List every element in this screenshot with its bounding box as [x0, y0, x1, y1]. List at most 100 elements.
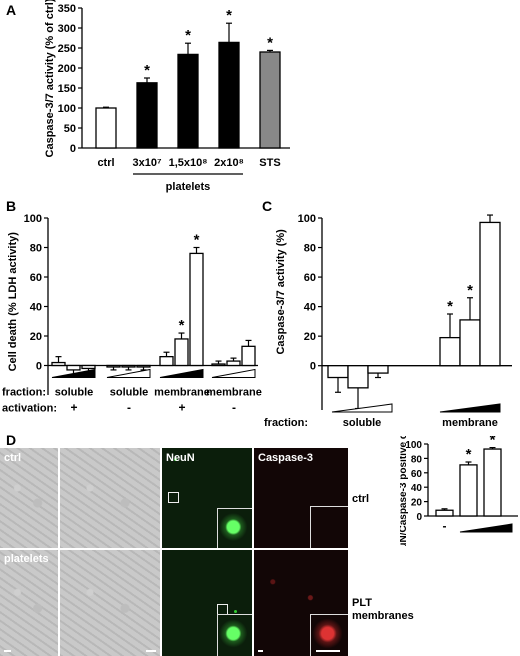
neun-ctrl-dot [174, 458, 177, 461]
neun-platelets-dot [234, 610, 237, 613]
bar-b-3-1 [226, 360, 241, 367]
row-label-activation-c: activation: [264, 431, 319, 432]
bar-c-1-1-star: * [467, 282, 473, 299]
bar-c-1-2-star: * [487, 210, 493, 216]
activation-b-3: - [232, 401, 236, 415]
bar-d-1-star: * [466, 446, 472, 463]
neun-ctrl-inset [217, 508, 252, 548]
chart-a: 0 50 100 150 200 250 300 350 ctrl * 3x10⁷ * 1,5x10⁸ *… [44, 0, 290, 193]
y-tick-label-2: 40 [30, 302, 42, 314]
bar-b-3-2 [241, 345, 256, 367]
y-tick-label-3: 60 [411, 469, 423, 480]
caspase-platelets-inset [310, 614, 348, 656]
row-label-ctrl: ctrl [4, 452, 22, 464]
bar-b-2-1 [174, 338, 189, 367]
fraction-c-0: soluble [343, 417, 382, 429]
y-tick-label-0: 0 [70, 143, 76, 155]
ramp-c-1 [439, 403, 501, 413]
y-tick-label-7: 350 [58, 3, 76, 15]
bar-d-1 [459, 464, 478, 517]
y-axis-label-d: NeuN/Caspase-3 positive cells (%) [400, 436, 409, 546]
y-tick-label-0: 0 [36, 361, 42, 373]
panel-letter-b: B [6, 198, 17, 214]
row-label-fraction-c: fraction: [264, 417, 308, 429]
dic-ctrl-low [0, 448, 58, 548]
panel-letter-c: C [262, 198, 273, 214]
x-label-a-2: 1,5x10⁸ [169, 157, 208, 169]
y-tick-label-1: 20 [304, 331, 316, 343]
y-tick-label-1: 50 [64, 123, 76, 135]
fraction-b-1: soluble [110, 387, 149, 399]
bar-c-1-1 [459, 319, 481, 367]
y-tick-label-2: 40 [304, 302, 316, 314]
y-tick-label-1: 20 [30, 331, 42, 343]
y-tick-label-3: 150 [58, 83, 76, 95]
bar-c-1-0-star: * [447, 298, 453, 315]
dic-platelets-high [60, 550, 160, 656]
y-tick-label-0: 0 [310, 361, 316, 373]
bar-b-0-0 [51, 361, 66, 367]
bar-b-1-0 [106, 364, 121, 368]
y-tick-label-1: 20 [411, 498, 423, 509]
ramp-b-2 [159, 368, 204, 378]
activation-b-2: + [178, 401, 185, 415]
caspase-platelets [254, 550, 348, 656]
dic-ctrl-high [60, 448, 160, 548]
activation-b-1: - [127, 401, 131, 415]
bar-d-0 [435, 509, 454, 517]
x-label-d-0: - [443, 519, 447, 533]
neun-ctrl-roi [168, 492, 179, 503]
neun-ctrl [162, 448, 252, 548]
bar-b-2-1-star: * [179, 317, 185, 334]
y-axis-label-b: Cell death (% LDH activity) [7, 232, 19, 372]
y-tick-label-4: 200 [58, 63, 76, 75]
caspase-ctrl [254, 448, 348, 548]
bar-b-2-0 [159, 355, 174, 367]
bar-b-3-0 [211, 363, 226, 367]
neun-label: NeuN [166, 452, 195, 464]
panel-letter-d: D [6, 432, 17, 448]
caspase-ctrl-inset [310, 506, 348, 548]
bar-b-1-1 [121, 364, 136, 368]
ramp-d [459, 523, 513, 533]
bar-c-1-2 [479, 221, 501, 367]
chart-d: 0 20 40 60 80 100 * * - NeuN/Caspase-3 positive c… [400, 436, 518, 546]
row-label-platelets: platelets [4, 553, 49, 565]
ramp-b-3 [211, 368, 256, 378]
neun-platelets-inset [217, 614, 252, 656]
y-axis-label-c: Caspase-3/7 activity (%) [275, 229, 287, 355]
bar-b-0-1 [66, 364, 81, 371]
chart-c: 0 20 40 60 80 100 * * * fraction: activation: solub… [264, 210, 512, 432]
scale-bar-4 [316, 650, 340, 652]
caspase-label: Caspase-3 [258, 452, 314, 464]
row-label-fraction-b: fraction: [2, 387, 46, 399]
x-label-a-4: STS [259, 157, 280, 169]
bar-a-4 [259, 51, 281, 149]
fraction-b-3: membrane [206, 387, 262, 399]
y-tick-label-3: 60 [30, 272, 42, 284]
activation-c-1: + [466, 429, 473, 432]
bar-b-2-2 [189, 252, 204, 367]
scale-bar-2 [146, 650, 156, 652]
bar-a-1 [136, 82, 158, 149]
bar-a-2 [177, 53, 199, 149]
fraction-b-2: membrane [154, 387, 210, 399]
x-label-a-1: 3x10⁷ [132, 157, 161, 169]
y-tick-label-6: 300 [58, 23, 76, 35]
y-tick-label-4: 80 [411, 454, 423, 465]
y-tick-label-2: 100 [58, 103, 76, 115]
fraction-b-0: soluble [55, 387, 94, 399]
y-tick-label-0: 0 [416, 512, 422, 523]
chart-b: 0 20 40 60 80 100 soluble + soluble - * * membrane + m… [2, 213, 262, 415]
y-axis-label-a: Caspase-3/7 activity (% of ctrl) [44, 0, 56, 157]
x-label-a-3: 2x10⁸ [214, 157, 244, 169]
side-label-ctrl: ctrl [352, 493, 370, 505]
row-label-activation-b: activation: [2, 403, 57, 415]
y-tick-label-5: 100 [298, 213, 316, 225]
activation-c-0: + [358, 429, 365, 432]
y-tick-label-4: 80 [304, 243, 316, 255]
scale-bar-1 [4, 650, 11, 652]
bar-d-2 [483, 448, 502, 517]
bar-a-4-star: * [267, 34, 273, 51]
bar-b-1-2 [136, 364, 151, 368]
